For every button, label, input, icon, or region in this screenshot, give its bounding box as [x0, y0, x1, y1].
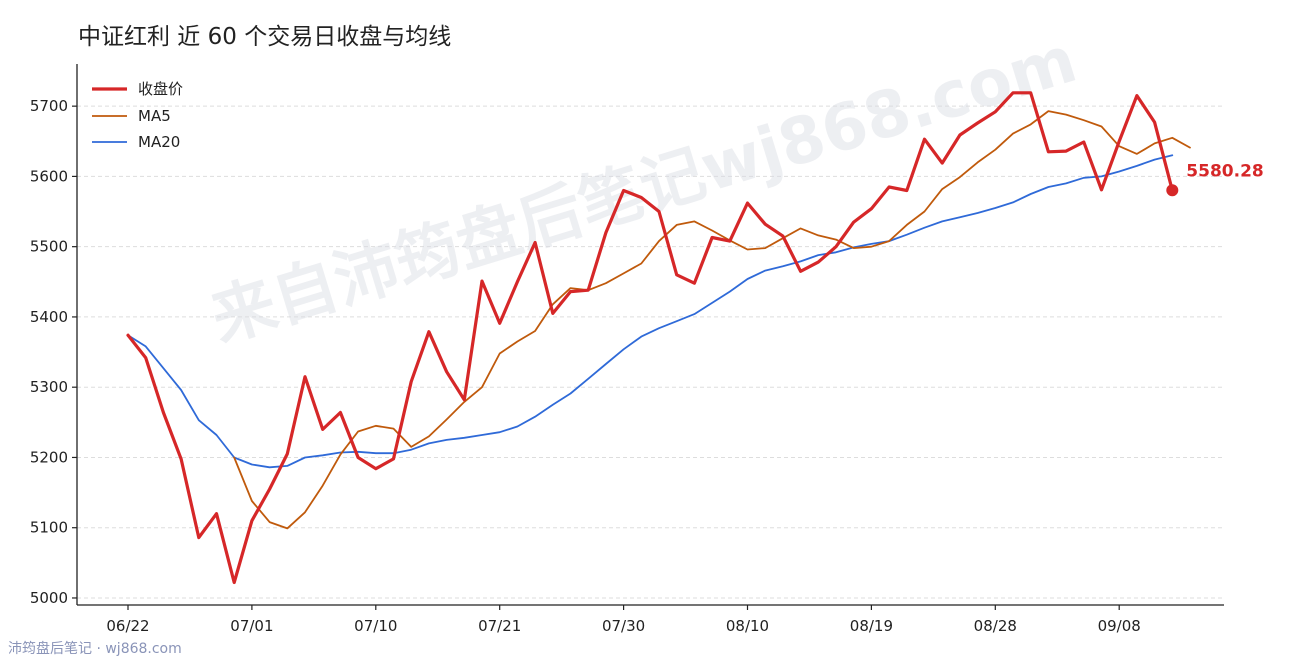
series [126, 91, 1191, 585]
y-tick-label: 5600 [30, 167, 68, 185]
y-tick-label: 5300 [30, 378, 68, 396]
series-line-ma5 [233, 110, 1191, 530]
x-tick-label: 07/10 [354, 617, 397, 635]
legend-label-ma20: MA20 [138, 133, 180, 151]
x-tick-label: 07/01 [230, 617, 273, 635]
y-tick-label: 5100 [30, 519, 68, 537]
x-tick-label: 06/22 [106, 617, 149, 635]
x-tick-label: 09/08 [1098, 617, 1141, 635]
y-tick-label: 5000 [30, 589, 68, 607]
x-tick-label: 08/10 [726, 617, 769, 635]
x-axis-ticks: 06/22 07/01 07/10 07/21 07/30 08/10 08/19 08/28… [106, 605, 1141, 635]
x-tick-label: 07/21 [478, 617, 521, 635]
last-close-label: 5580.28 [1186, 161, 1263, 181]
axes [76, 64, 1224, 606]
last-close-marker [1166, 184, 1179, 197]
last-point: 5580.28 [1166, 161, 1264, 197]
legend-label-ma5: MA5 [138, 107, 171, 125]
series-line-close [126, 91, 1174, 585]
x-tick-label: 07/30 [602, 617, 645, 635]
grid-lines [77, 105, 1224, 599]
x-tick-label: 08/28 [974, 617, 1017, 635]
y-tick-label: 5200 [30, 448, 68, 466]
y-tick-label: 5400 [30, 308, 68, 326]
chart-title: 中证红利 近 60 个交易日收盘与均线 [78, 24, 451, 50]
footer-text: 沛筠盘后笔记 · wj868.com [8, 640, 182, 657]
y-tick-label: 5700 [30, 97, 68, 115]
x-tick-label: 08/19 [850, 617, 893, 635]
y-tick-label: 5500 [30, 238, 68, 256]
y-axis-ticks: 5000 5100 5200 5300 5400 5500 5600 5700 [30, 97, 77, 607]
legend-label-close: 收盘价 [138, 80, 183, 98]
series-line-ma20 [127, 154, 1174, 469]
legend: 收盘价 MA5 MA20 [92, 80, 183, 151]
watermark-text: 来自沛筠盘后笔记wj868.com [203, 23, 1085, 357]
